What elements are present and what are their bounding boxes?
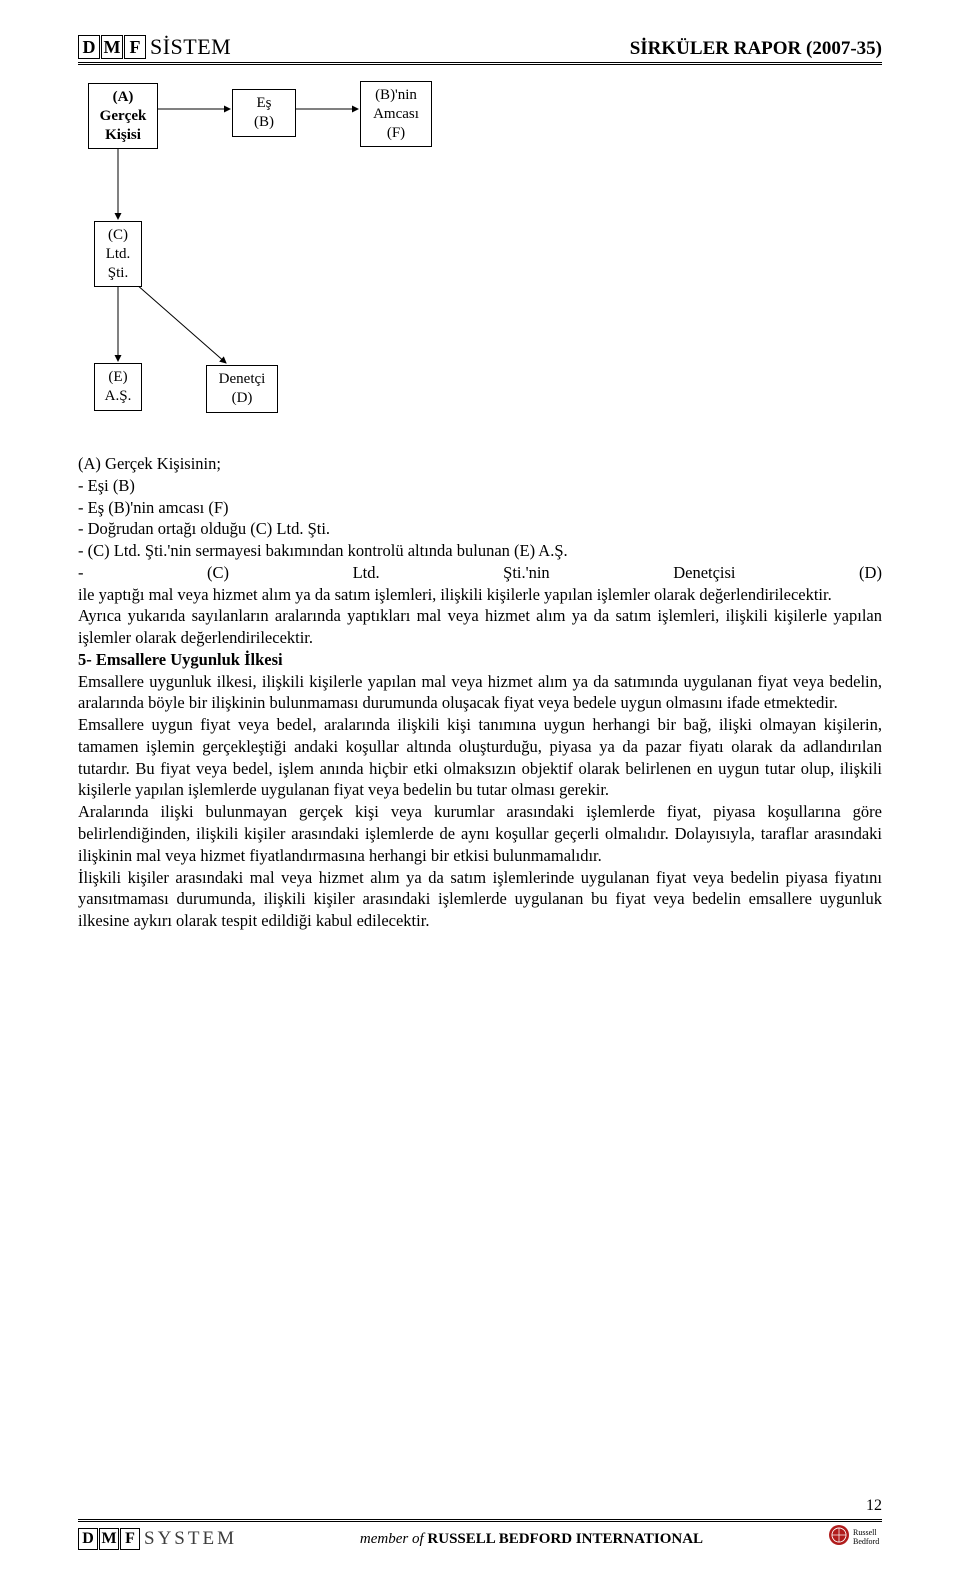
footer-logo-letter-m: M (99, 1528, 119, 1550)
russell-label-2: Bedford (853, 1537, 879, 1546)
sparse-f: (D) (859, 562, 882, 584)
sparse-a: - (78, 562, 84, 584)
footer-logo-letter-f: F (120, 1528, 140, 1550)
footer-logo-letter-d: D (78, 1528, 98, 1550)
diagram-box-a: (A) Gerçek Kişisi (88, 83, 158, 149)
section-5-heading: 5- Emsallere Uygunluk İlkesi (78, 649, 882, 671)
diagram-box-amca-line1: (B)'nin (367, 86, 425, 105)
bullet-3: - Doğrudan ortağı olduğu (C) Ltd. Şti. (78, 518, 882, 540)
russell-label-1: Russell (853, 1528, 877, 1537)
sparse-b: (C) (207, 562, 229, 584)
section-5-p3: Aralarında ilişki bulunmayan gerçek kişi… (78, 801, 882, 866)
diagram-box-c-line1: (C) (101, 226, 135, 245)
diagram-box-amca-line2: Amcası (367, 105, 425, 124)
paragraph-2: Ayrıca yukarıda sayılanların aralarında … (78, 605, 882, 649)
bullet-2: - Eş (B)'nin amcası (F) (78, 497, 882, 519)
logo-letter-m: M (101, 35, 123, 59)
footer-center: member of RUSSELL BEDFORD INTERNATIONAL (360, 1531, 703, 1548)
diagram-box-amca: (B)'nin Amcası (F) (360, 81, 432, 147)
diagram-box-es: Eş (B) (232, 89, 296, 137)
diagram-box-e-line2: A.Ş. (101, 387, 135, 406)
sparse-d: Şti.'nin (503, 562, 550, 584)
diagram-box-a-line3: Kişisi (95, 126, 151, 145)
section-5-p2: Emsallere uygun fiyat veya bedel, aralar… (78, 714, 882, 801)
section-5-p4: İlişkili kişiler arasındaki mal veya hiz… (78, 867, 882, 932)
header-logo-text: SİSTEM (150, 34, 231, 60)
footer-center-bold: RUSSELL BEDFORD INTERNATIONAL (427, 1531, 703, 1547)
diagram-box-e: (E) A.Ş. (94, 363, 142, 411)
bullet-1: - Eşi (B) (78, 475, 882, 497)
bullet-5-sparse: - (C) Ltd. Şti.'nin Denetçisi (D) (78, 562, 882, 584)
page-footer: 12 D M F SYSTEM member of RUSSELL BEDFOR… (78, 1497, 882, 1554)
relationship-diagram: (A) Gerçek Kişisi Eş (B) (B)'nin Amcası … (78, 75, 538, 423)
footer-logo-boxes: D M F (78, 1528, 140, 1550)
footer-right: Russell Bedford (826, 1524, 882, 1554)
russell-bedford-logo-icon: Russell Bedford (826, 1524, 882, 1554)
diagram-box-a-line2: Gerçek (95, 107, 151, 126)
page-header: D M F SİSTEM SİRKÜLER RAPOR (2007-35) (78, 34, 882, 65)
footer-center-prefix: member of (360, 1531, 428, 1547)
diagram-box-es-line1: Eş (239, 94, 289, 113)
diagram-box-c-line2: Ltd. (101, 245, 135, 264)
header-left: D M F SİSTEM (78, 34, 231, 60)
diagram-box-d-line2: (D) (213, 389, 271, 408)
diagram-box-d: Denetçi (D) (206, 365, 278, 413)
header-title: SİRKÜLER RAPOR (2007-35) (630, 38, 882, 60)
intro-title: (A) Gerçek Kişisinin; (78, 453, 882, 475)
diagram-box-c-line3: Şti. (101, 264, 135, 283)
paragraph-1: ile yaptığı mal veya hizmet alım ya da s… (78, 584, 882, 606)
footer-left: D M F SYSTEM (78, 1528, 237, 1550)
page-number: 12 (78, 1497, 882, 1515)
section-5-p1: Emsallere uygunluk ilkesi, ilişkili kişi… (78, 671, 882, 715)
body-text: (A) Gerçek Kişisinin; - Eşi (B) - Eş (B)… (78, 453, 882, 932)
diagram-box-e-line1: (E) (101, 368, 135, 387)
footer-bar: D M F SYSTEM member of RUSSELL BEDFORD I… (78, 1519, 882, 1554)
bullet-4: - (C) Ltd. Şti.'nin sermayesi bakımından… (78, 540, 882, 562)
sparse-c: Ltd. (353, 562, 380, 584)
footer-logo-text: SYSTEM (144, 1528, 237, 1550)
header-logo-boxes: D M F (78, 35, 146, 59)
diagram-box-c: (C) Ltd. Şti. (94, 221, 142, 287)
diagram-box-es-line2: (B) (239, 113, 289, 132)
logo-letter-f: F (124, 35, 146, 59)
sparse-e: Denetçisi (673, 562, 735, 584)
diagram-box-d-line1: Denetçi (213, 370, 271, 389)
logo-letter-d: D (78, 35, 100, 59)
diagram-box-a-line1: (A) (95, 88, 151, 107)
diagram-box-amca-line3: (F) (367, 124, 425, 143)
